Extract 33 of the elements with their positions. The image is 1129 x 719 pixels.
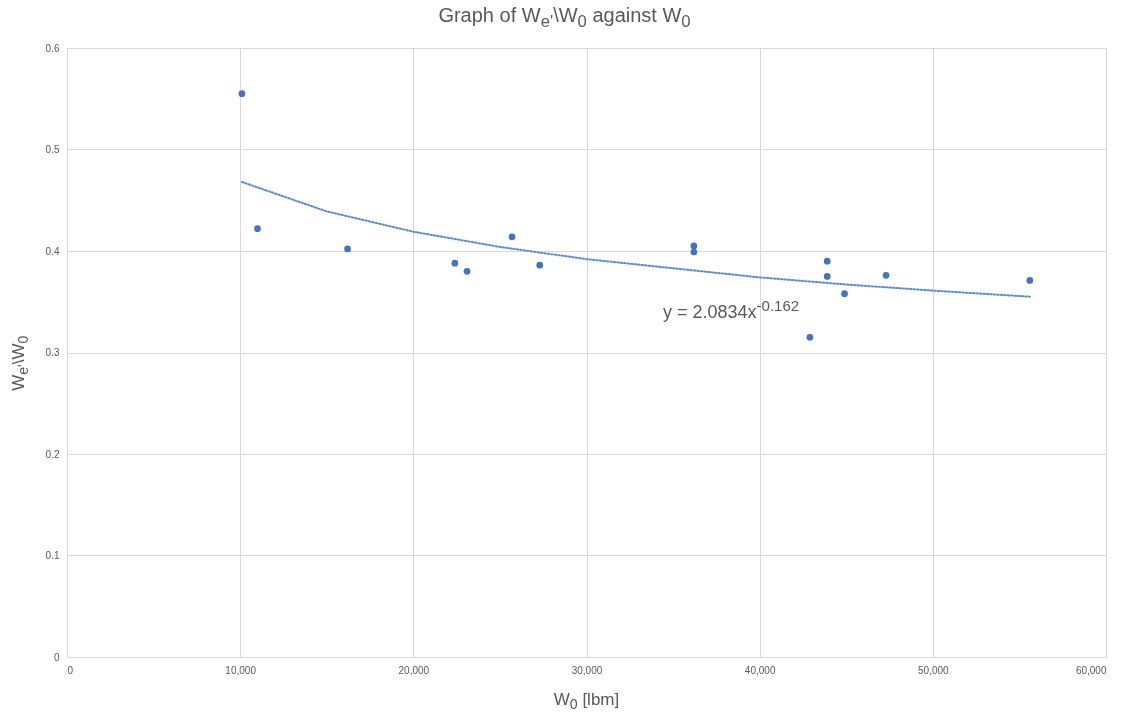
point <box>344 245 351 253</box>
y-tick-label: 0.6 <box>45 42 60 54</box>
point <box>882 272 890 279</box>
line-series <box>240 180 1031 298</box>
point <box>451 259 459 267</box>
x-tick-label: 60,000 <box>1075 664 1107 676</box>
y-tick-label: 0 <box>53 651 60 663</box>
y-tick-label: 0.4 <box>45 245 60 257</box>
point <box>690 248 698 256</box>
point <box>536 261 544 269</box>
x-tick-label: 0 <box>67 664 74 676</box>
x-tick-label: 50,000 <box>918 664 950 676</box>
x-tick-label: 40,000 <box>744 664 776 676</box>
x-tick-label: 30,000 <box>571 664 603 676</box>
annotation: y = 2.0834x$^{-0.162}$ <box>663 297 800 323</box>
chart-title: Graph of W$_{e'}$\W$_{0}$ against W$_{0}$ <box>437 4 692 32</box>
y-tick-label: 0.1 <box>45 550 60 561</box>
point <box>841 290 848 297</box>
point <box>508 233 516 241</box>
point <box>806 333 814 341</box>
point <box>238 90 246 98</box>
x-axis-title: W$_{0}$ [lbm] <box>552 690 621 713</box>
y-tick-label: 0.3 <box>45 347 60 358</box>
y-tick-label: 0.5 <box>45 144 60 155</box>
point <box>690 242 698 250</box>
point <box>254 225 261 233</box>
point <box>463 267 471 275</box>
y-tick-label: 0.2 <box>45 448 60 460</box>
x-tick-label: 10,000 <box>225 664 257 676</box>
point <box>823 273 831 280</box>
x-tick-label: 20,000 <box>398 664 430 676</box>
point <box>1026 277 1034 284</box>
point <box>823 257 831 265</box>
